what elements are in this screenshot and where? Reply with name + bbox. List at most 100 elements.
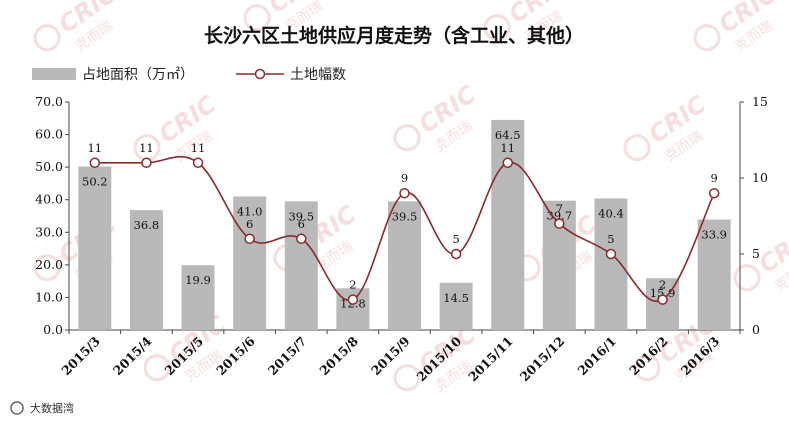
line-marker	[89, 157, 101, 169]
watermark-eye-icon	[133, 134, 161, 162]
line-marker	[399, 187, 410, 199]
line-value-label: 9	[711, 171, 718, 185]
line-marker	[708, 187, 720, 199]
line-marker	[347, 294, 359, 305]
bar	[594, 198, 628, 330]
left-tick-label: 60.0	[35, 127, 63, 142]
bar-value-labels: 50.236.819.941.039.512.839.514.564.539.7…	[82, 128, 727, 310]
right-tick-label: 5	[752, 246, 760, 261]
line-value-label: 11	[500, 141, 515, 155]
bar-value-label: 19.9	[185, 273, 211, 287]
left-tick-label: 30.0	[35, 224, 63, 239]
line-value-label: 5	[452, 232, 459, 246]
legend: 占地面积（万㎡） 土地幅数	[32, 67, 346, 83]
line-value-label: 11	[87, 141, 102, 155]
left-tick-label: 70.0	[35, 94, 63, 109]
line-value-label: 6	[298, 217, 305, 231]
bar-value-label: 39.5	[392, 209, 418, 223]
line-value-label: 2	[349, 278, 356, 292]
line-value-label: 5	[607, 232, 614, 246]
watermark-eye-icon	[393, 124, 421, 152]
line-series	[89, 155, 720, 305]
bar-value-label: 50.2	[82, 174, 108, 188]
bar	[181, 265, 215, 330]
line-marker	[450, 248, 462, 260]
left-tick-label: 0.0	[43, 322, 63, 337]
line-marker	[657, 294, 668, 305]
bar-value-label: 40.4	[598, 206, 624, 220]
x-tick-label: 2015/9	[368, 334, 413, 379]
line-marker	[244, 233, 255, 245]
watermark-eye-icon	[733, 264, 761, 292]
line-value-label: 7	[556, 202, 563, 216]
bar	[388, 201, 421, 330]
watermark-eye-icon	[393, 364, 421, 392]
x-tick-label: 2015/4	[110, 333, 155, 378]
right-tick-label: 0	[752, 322, 760, 337]
footer-watermark-text: 大数据湾	[30, 401, 74, 415]
left-tick-label: 10.0	[35, 289, 63, 304]
left-tick-label: 40.0	[35, 192, 63, 207]
legend-line-label: 土地幅数	[290, 67, 346, 83]
bar-value-label: 33.9	[701, 228, 727, 242]
line-marker	[192, 157, 204, 169]
line-marker	[502, 157, 513, 169]
line-value-label: 11	[191, 141, 206, 155]
legend-bar-label: 占地面积（万㎡）	[82, 67, 194, 83]
bar	[129, 210, 163, 330]
watermark-eye-icon	[693, 24, 721, 52]
line-marker	[296, 233, 307, 245]
line-value-label: 2	[659, 278, 666, 292]
watermark-eye-icon	[623, 134, 651, 162]
bar-value-label: 14.5	[443, 291, 469, 305]
watermark-eye-icon	[633, 354, 661, 382]
watermark-eye-icon	[243, 4, 271, 32]
bar-value-label: 15.9	[650, 286, 676, 300]
line-value-label: 11	[139, 141, 154, 155]
legend-line-marker	[254, 68, 266, 80]
watermark-eye-icon	[33, 24, 61, 52]
footer-logo-icon	[10, 401, 24, 415]
left-tick-label: 50.0	[35, 159, 63, 174]
watermark-eye-icon	[33, 254, 61, 282]
x-tick-label: 2015/3	[58, 334, 103, 379]
line-marker	[554, 218, 565, 229]
right-tick-label: 10	[752, 170, 768, 185]
bar-series	[78, 119, 731, 331]
bar	[284, 201, 318, 330]
x-tick-label: 2015/7	[265, 334, 310, 379]
watermark-eye-icon	[483, 14, 511, 42]
bar	[439, 282, 473, 330]
line-value-label: 6	[246, 217, 253, 231]
bar-value-label: 64.5	[495, 128, 521, 142]
x-tick-label: 2015/8	[316, 333, 361, 378]
bar-value-label: 39.5	[288, 209, 314, 223]
left-tick-label: 20.0	[35, 257, 63, 272]
watermark-eye-icon	[143, 354, 171, 382]
bar-value-label: 39.7	[547, 209, 573, 223]
line-marker	[605, 248, 617, 260]
line-value-labels: 11 11 11 6 6 2 9 5 11 7 5 2 9	[87, 141, 717, 292]
legend-bar-swatch	[32, 68, 76, 80]
line-value-label: 9	[401, 171, 408, 185]
line-marker	[141, 157, 152, 169]
bar	[233, 196, 267, 330]
left-axis-ticks: 0.0 10.0 20.0 30.0 40.0 50.0 60.0 70.0	[35, 94, 69, 337]
bar	[491, 119, 525, 331]
bar	[697, 219, 731, 330]
x-tick-label: 2016/1	[574, 334, 619, 379]
bar	[78, 166, 112, 330]
footer-watermark: 大数据湾	[10, 401, 74, 415]
bar-value-label: 41.0	[237, 204, 263, 218]
chart-title: 长沙六区土地供应月度走势（含工业、其他）	[204, 24, 584, 47]
right-tick-label: 15	[752, 94, 768, 109]
x-tick-label: 2015/12	[517, 334, 568, 385]
